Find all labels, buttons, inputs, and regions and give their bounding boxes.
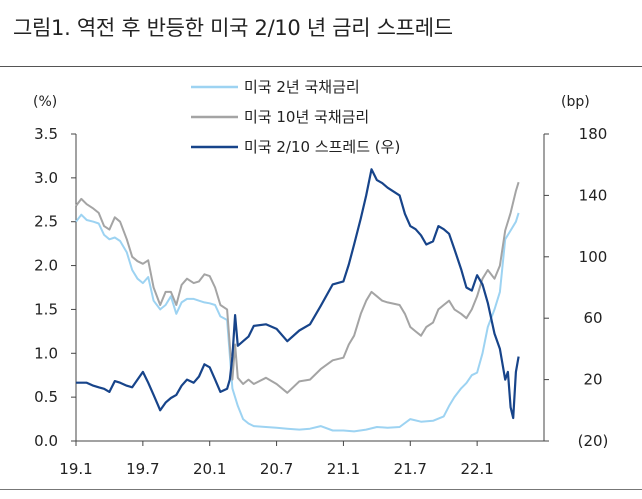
left-tick-label: 1.5 [34,300,58,318]
right-axis-unit: (bp) [561,94,590,110]
left-tick-label: 2.0 [34,257,58,275]
x-tick-label: 22.1 [460,460,493,478]
left-tick-label: 3.5 [34,125,58,143]
legend-label-spread: 미국 2/10 스프레드 (우) [244,138,400,156]
legend-label-us2y: 미국 2년 국채금리 [244,78,360,96]
right-tick-label: 20 [583,371,602,389]
title-divider [0,66,642,67]
x-tick-label: 19.1 [59,460,92,478]
right-tick-label: (20) [578,432,609,450]
x-tick-label: 20.1 [193,460,226,478]
axes-group [75,134,545,442]
bottom-divider [0,489,642,490]
series-lines [75,168,520,433]
left-tick-label: 0.5 [34,388,58,406]
series-us10y-line [75,181,520,394]
x-tick-label: 21.7 [394,460,427,478]
left-tick-label: 3.0 [34,169,58,187]
left-tick-label: 2.5 [34,213,58,231]
legend: 미국 2년 국채금리 미국 10년 국채금리 미국 2/10 스프레드 (우) [191,78,400,156]
right-axis-ticks: (20) 20 60 100 140 180 [544,125,608,450]
legend-label-us10y: 미국 10년 국채금리 [244,108,369,126]
x-tick-label: 21.1 [327,460,360,478]
right-tick-label: 100 [579,248,608,266]
figure-title: 그림1. 역전 후 반등한 미국 2/10 년 금리 스프레드 [13,16,453,40]
left-axis-unit: (%) [33,94,57,110]
left-axis-ticks: 0.0 0.5 1.0 1.5 2.0 2.5 3.0 3.5 [34,125,76,450]
series-us2y-line [75,212,520,433]
x-tick-label: 19.7 [126,460,159,478]
x-tick-label: 20.7 [260,460,293,478]
right-tick-label: 140 [579,186,608,204]
series-spread-line [76,168,520,420]
right-tick-label: 180 [579,125,608,143]
left-tick-label: 1.0 [34,344,58,362]
left-tick-label: 0.0 [34,432,58,450]
right-tick-label: 60 [583,309,602,327]
x-axis-ticks: 19.1 19.7 20.1 20.7 21.1 21.7 22.1 [59,441,494,478]
